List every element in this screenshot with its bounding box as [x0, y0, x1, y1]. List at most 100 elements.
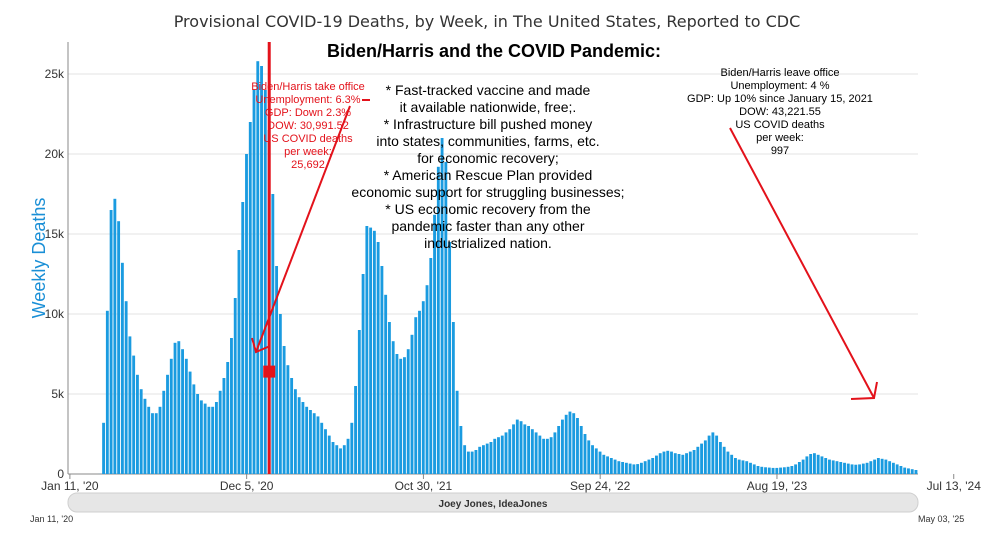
bar [734, 458, 737, 474]
bar [207, 406, 211, 474]
take-office-line-3: DOW: 30,991.52 [267, 120, 349, 132]
bar [124, 301, 128, 474]
bar [869, 461, 873, 474]
bar [154, 413, 158, 474]
bar [515, 419, 519, 474]
bar [222, 378, 226, 474]
y-tick-label: 10k [45, 307, 65, 321]
take-office-line-6: 25,692 [291, 159, 325, 171]
y-tick-label: 25k [45, 67, 65, 81]
bar [177, 341, 181, 474]
bar [527, 426, 531, 474]
bullet-line-3: into states, communities, farms, etc. [376, 133, 599, 149]
bar [109, 210, 113, 474]
navigator[interactable]: Joey Jones, IdeaJones Jan 11, '20 May 03… [30, 492, 964, 524]
bar [655, 455, 658, 474]
bar [681, 454, 685, 474]
leave-office-line-4: US COVID deaths [735, 119, 825, 131]
bullet-line-9: industrialized nation. [424, 235, 552, 251]
bar [448, 242, 452, 474]
take-office-line-2: GDP: Down 2.3% [265, 107, 351, 119]
navigator-start-date: Jan 11, '20 [30, 514, 73, 524]
bar [357, 330, 361, 474]
bar [395, 354, 399, 474]
gridlines [68, 73, 918, 395]
bar [372, 230, 376, 474]
bar [557, 426, 561, 474]
bar [846, 463, 850, 474]
bar [391, 341, 395, 474]
bar [290, 378, 294, 474]
bar [549, 437, 553, 474]
bar [782, 467, 786, 474]
bar [365, 226, 369, 474]
bar [824, 458, 828, 474]
bar [564, 414, 568, 474]
take-office-line-0: Biden/Harris take office [251, 81, 365, 93]
x-tick-label: Aug 19, '23 [747, 479, 808, 493]
bar [143, 398, 147, 474]
bar [478, 446, 482, 474]
bar [910, 469, 914, 474]
bar [192, 384, 196, 474]
bar [696, 446, 700, 474]
bar [670, 451, 673, 474]
bar [523, 424, 527, 474]
bar [286, 365, 290, 474]
bar [245, 154, 248, 474]
leave-office-line-6: 997 [771, 145, 789, 157]
bar [335, 445, 339, 474]
term-markers [263, 42, 276, 474]
bar [579, 426, 583, 474]
bar [248, 122, 252, 474]
bar [609, 458, 613, 474]
bar [816, 454, 820, 474]
bullet-line-7: * US economic recovery from the [385, 201, 591, 217]
bar [850, 464, 854, 474]
bar [504, 432, 508, 474]
bar [632, 464, 636, 474]
bullet-line-4: for economic recovery; [417, 150, 559, 166]
bar [297, 397, 301, 474]
bar [293, 389, 297, 474]
bar [482, 445, 485, 474]
bar [414, 317, 418, 474]
bar [692, 450, 696, 474]
bar [775, 467, 779, 474]
bar [688, 451, 692, 474]
bar [271, 194, 275, 474]
bar [858, 464, 861, 474]
bar [387, 322, 391, 474]
bar [320, 422, 324, 474]
bar [903, 467, 907, 474]
bar [658, 453, 662, 474]
bar [666, 450, 670, 474]
bar [331, 442, 335, 474]
bar [301, 402, 305, 474]
bar [568, 411, 572, 474]
bar [801, 459, 805, 474]
bar [260, 66, 263, 474]
bar [162, 390, 166, 474]
leave-office-line-5: per week: [756, 132, 804, 144]
bar [587, 440, 591, 474]
bar [282, 346, 286, 474]
bar [436, 166, 440, 475]
bar [237, 250, 241, 474]
bar [703, 440, 707, 474]
bar [421, 301, 425, 474]
bar [256, 61, 260, 474]
bar [117, 221, 121, 474]
navigator-track[interactable] [67, 492, 919, 513]
x-tick-label: Jan 11, '20 [41, 479, 99, 493]
x-axis-ticks: Jan 11, '20 Dec 5, '20 Oct 30, '21 Sep 24, … [41, 474, 981, 493]
bar [572, 413, 576, 474]
bar [647, 459, 651, 474]
bar [327, 435, 331, 474]
bar [132, 355, 136, 474]
bar [196, 394, 200, 474]
bar [722, 446, 726, 474]
bar [230, 338, 233, 474]
bar [252, 90, 256, 474]
